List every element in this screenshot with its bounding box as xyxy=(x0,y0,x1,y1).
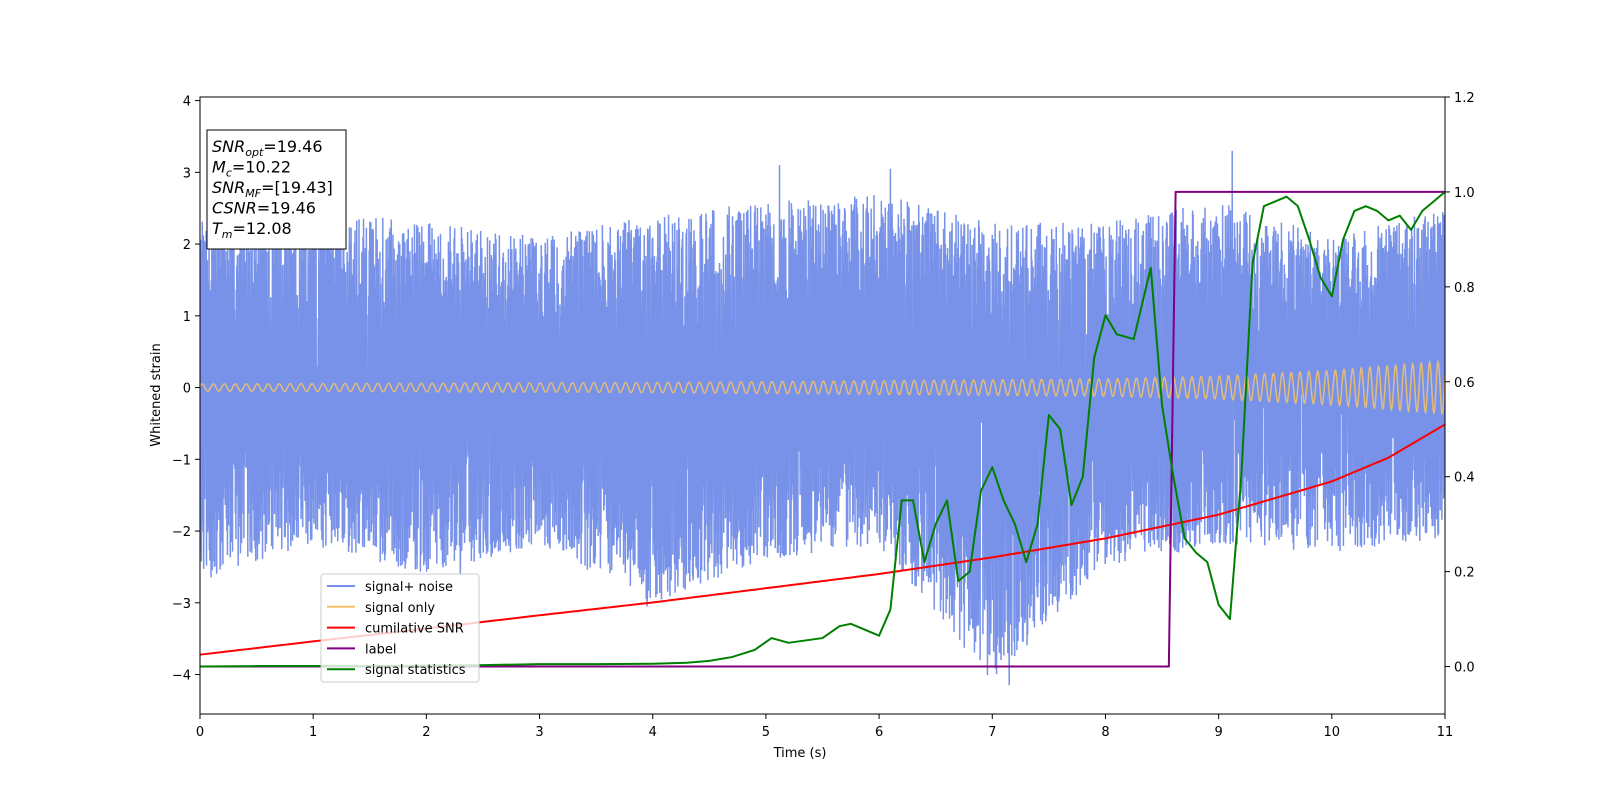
y-tick-label: 2 xyxy=(183,238,191,253)
y-tick-label: −1 xyxy=(172,453,191,468)
axes: 0 1 2 3 4 5 6 7 8 9 10 11 −4 −3 −2 −1 0 1 2 3 4 0.0 0.2 0.4 0.6 0… xyxy=(172,91,1475,740)
y-axis-label: Whitened strain xyxy=(149,343,164,446)
x-tick-label: 5 xyxy=(762,725,770,740)
plot-frame xyxy=(199,96,1446,715)
x-axis-label: Time (s) xyxy=(773,746,827,761)
y-tick-label: 4 xyxy=(183,95,191,110)
x-tick-label: 9 xyxy=(1214,725,1222,740)
y-right-tick-label: 0.4 xyxy=(1454,471,1475,486)
series-line-signal-only xyxy=(200,359,1445,416)
x-tick-label: 0 xyxy=(196,725,204,740)
stats-line: SNRopt=19.46 xyxy=(212,137,323,159)
stats-line: Tm=12.08 xyxy=(212,219,292,241)
y-right-tick-label: 0.6 xyxy=(1454,376,1475,391)
legend-label: signal statistics xyxy=(365,663,466,678)
y-right-tick-label: 0.2 xyxy=(1454,566,1475,581)
y-right-tick-label: 0.8 xyxy=(1454,281,1475,296)
series-line-signal-statistics xyxy=(200,191,1445,668)
x-tick-label: 7 xyxy=(988,725,996,740)
y-tick-label: −3 xyxy=(172,597,191,612)
y-right-tick-label: 1.2 xyxy=(1454,91,1475,106)
y-tick-label: 3 xyxy=(183,166,191,181)
stats-box: SNRopt=19.46Mc=10.22SNRMF=[19.43]CSNR=19… xyxy=(206,129,347,250)
x-tick-label: 4 xyxy=(649,725,657,740)
series-line-signal-noise xyxy=(200,150,1445,686)
legend-label: label xyxy=(365,642,396,657)
legend-label: cumilative SNR xyxy=(365,622,464,637)
series-line-label xyxy=(200,190,1445,668)
y-tick-label: −2 xyxy=(172,525,191,540)
legend-label: signal+ noise xyxy=(365,580,453,595)
x-tick-label: 3 xyxy=(535,725,543,740)
x-tick-label: 11 xyxy=(1437,725,1454,740)
x-tick-label: 10 xyxy=(1324,725,1341,740)
legend-label: signal only xyxy=(365,601,435,616)
legend-frame xyxy=(320,573,480,683)
x-tick-label: 8 xyxy=(1101,725,1109,740)
stats-box-frame xyxy=(206,129,347,250)
y-tick-label: 0 xyxy=(183,382,191,397)
stats-line: CSNR=19.46 xyxy=(212,199,316,218)
y-tick-label: 1 xyxy=(183,310,191,325)
legend: signal+ noise signal only cumilative SNR la… xyxy=(320,573,480,683)
stats-line: SNRMF=[19.43] xyxy=(212,178,333,200)
x-tick-label: 1 xyxy=(309,725,317,740)
x-tick-label: 6 xyxy=(875,725,883,740)
stats-line: Mc=10.22 xyxy=(212,158,291,180)
y-right-tick-label: 1.0 xyxy=(1454,186,1475,201)
y-tick-label: −4 xyxy=(172,669,191,684)
x-tick-label: 2 xyxy=(422,725,430,740)
y-right-tick-label: 0.0 xyxy=(1454,661,1475,676)
